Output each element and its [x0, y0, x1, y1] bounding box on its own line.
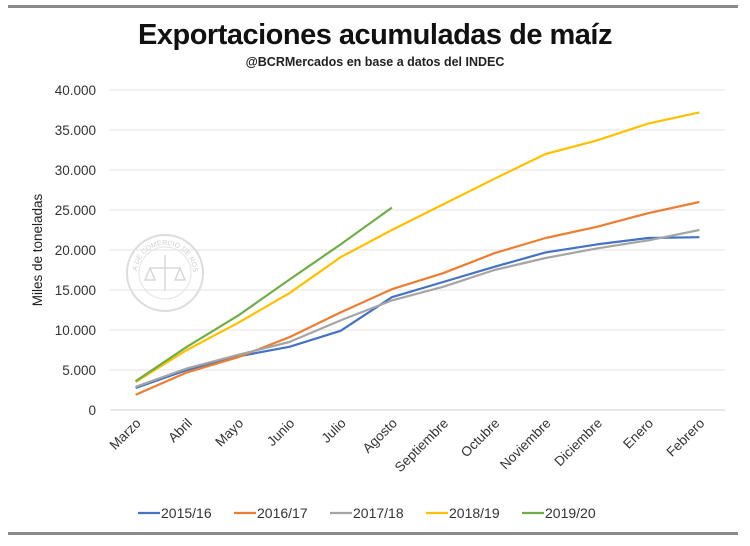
series-line-2019-20: [135, 206, 393, 383]
legend-label: 2016/17: [257, 505, 308, 521]
x-tick-label: Julio: [319, 416, 349, 446]
y-tick-label: 40.000: [55, 83, 96, 98]
y-tick-label: 35.000: [55, 123, 96, 138]
series-line-2018-19: [135, 111, 700, 383]
y-axis-label: Miles de toneladas: [30, 193, 45, 306]
image-frame: [8, 5, 738, 535]
y-tick-label: 15.000: [55, 283, 96, 298]
x-tick-label: Noviembre: [497, 416, 554, 473]
x-tick-label: Marzo: [107, 416, 144, 453]
x-tick-label: Junio: [264, 416, 297, 449]
x-tick-label: Enero: [620, 416, 656, 452]
series-line-2017-18: [135, 228, 700, 388]
x-tick-label: Septiembre: [392, 416, 451, 475]
series-line-2015-16: [135, 236, 700, 390]
x-tick-label: Octubre: [458, 416, 503, 461]
chart-title: Exportaciones acumuladas de maíz: [138, 19, 612, 51]
y-tick-label: 25.000: [55, 203, 96, 218]
x-tick-label: Diciembre: [551, 416, 605, 470]
x-tick-label: Febrero: [663, 416, 707, 460]
legend-label: 2018/19: [449, 505, 500, 521]
chart-subtitle: @BCRMercados en base a datos del INDEC: [246, 55, 505, 69]
y-tick-label: 10.000: [55, 323, 96, 338]
y-tick-label: 0: [88, 403, 96, 418]
legend-label: 2015/16: [161, 505, 212, 521]
y-tick-label: 5.000: [62, 363, 96, 378]
series-line-2016-17: [135, 200, 700, 396]
x-tick-label: Abril: [165, 416, 195, 446]
legend-label: 2019/20: [545, 505, 596, 521]
x-tick-label: Mayo: [212, 416, 246, 450]
x-tick-label: Agosto: [360, 416, 400, 456]
y-tick-label: 20.000: [55, 243, 96, 258]
legend-label: 2017/18: [353, 505, 404, 521]
y-tick-label: 30.000: [55, 163, 96, 178]
